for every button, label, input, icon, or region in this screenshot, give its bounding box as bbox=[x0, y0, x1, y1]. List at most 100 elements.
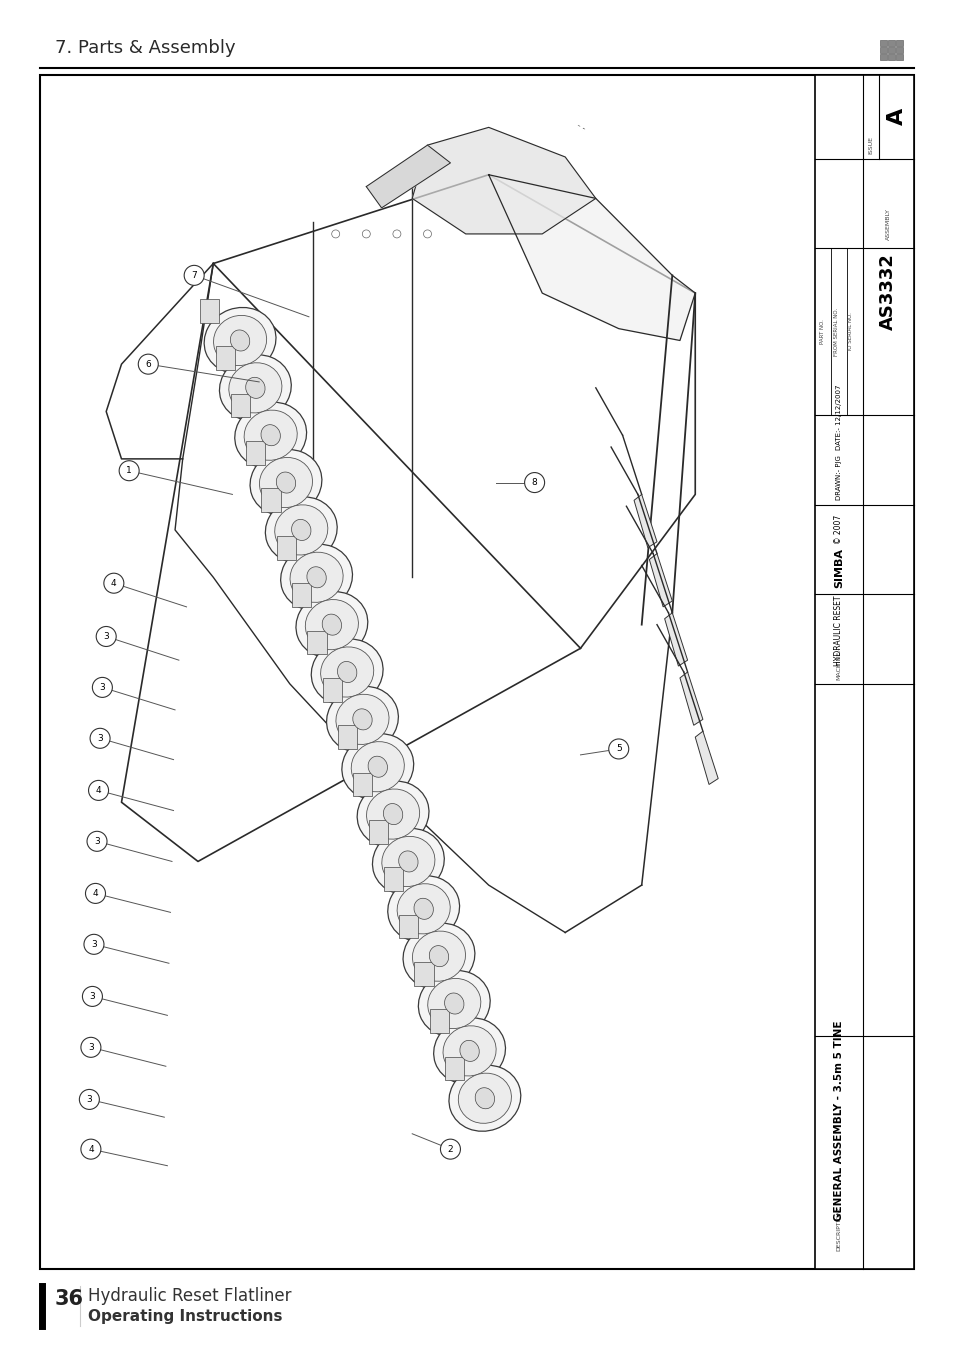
Bar bbox=[895, 54, 902, 59]
Ellipse shape bbox=[449, 1065, 520, 1131]
Polygon shape bbox=[488, 174, 695, 340]
Bar bbox=[887, 47, 894, 53]
Bar bbox=[879, 41, 886, 46]
Text: GENERAL ASSEMBLY - 3.5m 5 TINE: GENERAL ASSEMBLY - 3.5m 5 TINE bbox=[833, 1021, 842, 1221]
Text: 4: 4 bbox=[95, 786, 101, 794]
Text: A: A bbox=[885, 108, 905, 126]
Text: 2: 2 bbox=[447, 1144, 453, 1154]
Bar bbox=[276, 536, 295, 559]
Ellipse shape bbox=[457, 1073, 511, 1123]
Bar bbox=[40, 76, 913, 1269]
Text: DRAWN:- PJG: DRAWN:- PJG bbox=[835, 455, 841, 500]
Ellipse shape bbox=[234, 403, 306, 469]
Bar bbox=[337, 725, 356, 748]
Bar bbox=[814, 76, 913, 1269]
Text: 5: 5 bbox=[616, 744, 621, 754]
Ellipse shape bbox=[230, 330, 250, 351]
Bar bbox=[353, 773, 372, 796]
Polygon shape bbox=[649, 554, 672, 607]
Bar bbox=[879, 47, 886, 53]
Text: MACHINE:-: MACHINE:- bbox=[836, 646, 841, 680]
Circle shape bbox=[119, 461, 139, 481]
Bar bbox=[887, 41, 894, 46]
Text: 3: 3 bbox=[87, 1094, 92, 1104]
Ellipse shape bbox=[383, 804, 402, 824]
Circle shape bbox=[138, 354, 158, 374]
Bar bbox=[215, 346, 234, 370]
Circle shape bbox=[81, 1038, 101, 1058]
Circle shape bbox=[86, 884, 106, 904]
Circle shape bbox=[82, 986, 102, 1006]
Ellipse shape bbox=[337, 662, 356, 682]
Bar bbox=[383, 867, 402, 892]
Circle shape bbox=[184, 265, 204, 285]
Text: 3: 3 bbox=[94, 836, 100, 846]
Ellipse shape bbox=[434, 1017, 505, 1084]
Ellipse shape bbox=[261, 424, 280, 446]
Circle shape bbox=[79, 1089, 99, 1109]
Text: 4: 4 bbox=[92, 889, 98, 898]
Text: Operating Instructions: Operating Instructions bbox=[88, 1309, 282, 1324]
Ellipse shape bbox=[444, 993, 463, 1015]
Bar bbox=[322, 678, 341, 701]
Polygon shape bbox=[412, 127, 596, 234]
Text: 3: 3 bbox=[103, 632, 109, 640]
Ellipse shape bbox=[311, 639, 383, 705]
Polygon shape bbox=[695, 731, 718, 785]
Circle shape bbox=[104, 573, 124, 593]
Ellipse shape bbox=[414, 898, 433, 919]
Text: 7. Parts & Assembly: 7. Parts & Assembly bbox=[55, 39, 235, 57]
Bar bbox=[200, 299, 219, 323]
Bar bbox=[231, 393, 250, 417]
Ellipse shape bbox=[396, 884, 450, 934]
Bar bbox=[895, 47, 902, 53]
Bar bbox=[292, 584, 311, 607]
Ellipse shape bbox=[307, 567, 326, 588]
Ellipse shape bbox=[442, 1025, 496, 1075]
Text: DATE:- 12/12/2007: DATE:- 12/12/2007 bbox=[835, 384, 841, 450]
Text: ISSUE: ISSUE bbox=[867, 135, 873, 154]
Ellipse shape bbox=[475, 1088, 494, 1109]
Ellipse shape bbox=[398, 851, 417, 871]
Polygon shape bbox=[679, 671, 702, 725]
Ellipse shape bbox=[246, 377, 265, 399]
Ellipse shape bbox=[368, 757, 387, 777]
Text: TO SERIAL NO.: TO SERIAL NO. bbox=[847, 312, 853, 351]
Circle shape bbox=[90, 728, 110, 748]
Ellipse shape bbox=[322, 615, 341, 635]
Text: 4: 4 bbox=[111, 578, 116, 588]
Text: 6: 6 bbox=[145, 359, 151, 369]
Ellipse shape bbox=[250, 450, 321, 516]
Bar bbox=[445, 1056, 464, 1081]
Ellipse shape bbox=[259, 458, 313, 508]
Ellipse shape bbox=[290, 553, 343, 603]
Ellipse shape bbox=[427, 978, 480, 1028]
Text: © 2007: © 2007 bbox=[833, 515, 842, 544]
Text: 3: 3 bbox=[91, 940, 97, 948]
Text: HYDRAULIC RESET: HYDRAULIC RESET bbox=[833, 596, 842, 666]
Ellipse shape bbox=[229, 363, 282, 413]
Circle shape bbox=[608, 739, 628, 759]
Circle shape bbox=[89, 781, 109, 800]
Ellipse shape bbox=[335, 694, 389, 744]
Bar bbox=[879, 54, 886, 59]
Bar bbox=[261, 489, 280, 512]
Text: 3: 3 bbox=[99, 682, 105, 692]
Ellipse shape bbox=[265, 497, 336, 563]
Text: 8: 8 bbox=[531, 478, 537, 488]
Ellipse shape bbox=[276, 471, 295, 493]
Text: AS3332: AS3332 bbox=[879, 253, 897, 330]
Text: 4: 4 bbox=[88, 1144, 93, 1154]
Ellipse shape bbox=[372, 828, 444, 894]
Circle shape bbox=[87, 831, 107, 851]
Text: - -: - - bbox=[574, 122, 586, 134]
Text: 1: 1 bbox=[126, 466, 132, 476]
Bar bbox=[414, 962, 434, 986]
Text: DESCRIPTION:: DESCRIPTION: bbox=[836, 1206, 841, 1251]
Text: SIMBA: SIMBA bbox=[833, 549, 842, 589]
Bar bbox=[246, 442, 265, 465]
Ellipse shape bbox=[351, 742, 404, 792]
Ellipse shape bbox=[280, 544, 352, 611]
Circle shape bbox=[84, 935, 104, 954]
Bar bbox=[307, 631, 326, 654]
